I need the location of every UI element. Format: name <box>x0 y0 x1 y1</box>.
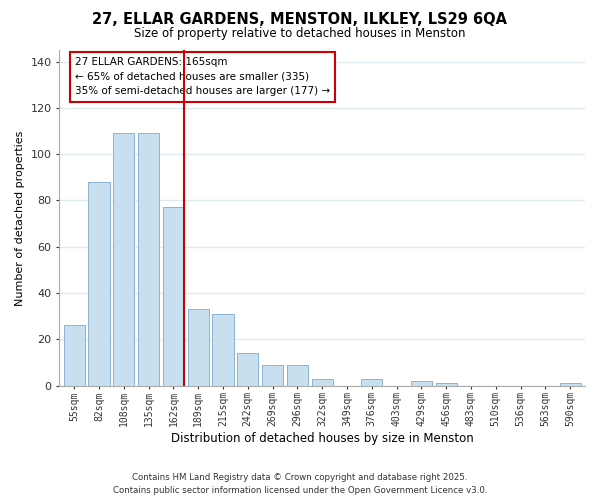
Text: 27, ELLAR GARDENS, MENSTON, ILKLEY, LS29 6QA: 27, ELLAR GARDENS, MENSTON, ILKLEY, LS29… <box>92 12 508 28</box>
Bar <box>311 378 332 386</box>
Text: Contains HM Land Registry data © Crown copyright and database right 2025.
Contai: Contains HM Land Registry data © Crown c… <box>113 473 487 495</box>
Bar <box>113 134 134 386</box>
Bar <box>188 310 209 386</box>
Bar <box>262 365 283 386</box>
Bar <box>287 365 308 386</box>
X-axis label: Distribution of detached houses by size in Menston: Distribution of detached houses by size … <box>171 432 473 445</box>
Text: 27 ELLAR GARDENS: 165sqm
← 65% of detached houses are smaller (335)
35% of semi-: 27 ELLAR GARDENS: 165sqm ← 65% of detach… <box>75 56 330 96</box>
Bar <box>361 378 382 386</box>
Bar <box>163 208 184 386</box>
Bar <box>411 381 432 386</box>
Bar <box>436 384 457 386</box>
Bar <box>212 314 233 386</box>
Y-axis label: Number of detached properties: Number of detached properties <box>15 130 25 306</box>
Bar <box>138 134 159 386</box>
Bar <box>88 182 110 386</box>
Bar <box>64 326 85 386</box>
Text: Size of property relative to detached houses in Menston: Size of property relative to detached ho… <box>134 28 466 40</box>
Bar <box>237 353 259 386</box>
Bar <box>560 384 581 386</box>
